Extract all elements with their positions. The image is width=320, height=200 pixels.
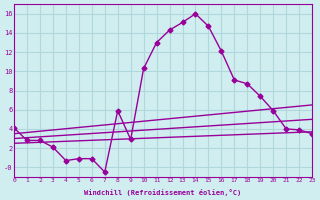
X-axis label: Windchill (Refroidissement éolien,°C): Windchill (Refroidissement éolien,°C) <box>84 189 242 196</box>
